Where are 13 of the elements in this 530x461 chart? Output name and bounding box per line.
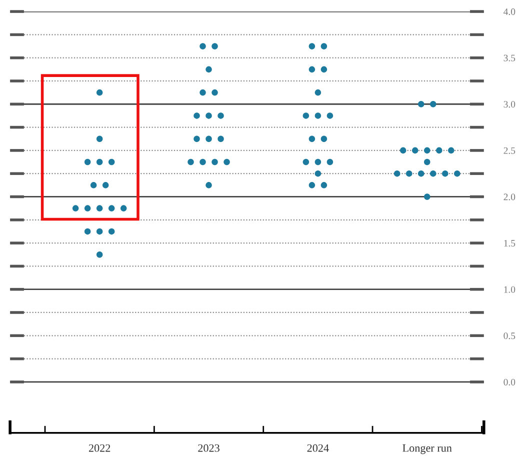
- x-tick-label: 2023: [198, 444, 220, 452]
- y-tick-label: 3.5: [504, 54, 516, 62]
- y-tick-label: 0.5: [504, 332, 516, 340]
- y-tick-label: 1.5: [504, 240, 516, 247]
- y-tick-label: 3.0: [504, 101, 516, 108]
- y-tick-label: 2.5: [504, 147, 516, 154]
- y-tick-label: 4.0: [504, 8, 516, 16]
- x-tick-label: 2022: [88, 444, 110, 452]
- x-tick-label: Longer run: [402, 444, 452, 454]
- y-tick-label: 1.0: [504, 286, 516, 293]
- y-tick-label: 2.0: [504, 194, 516, 200]
- y-tick-label: 0.0: [504, 378, 516, 386]
- x-tick-label: 2024: [307, 444, 329, 452]
